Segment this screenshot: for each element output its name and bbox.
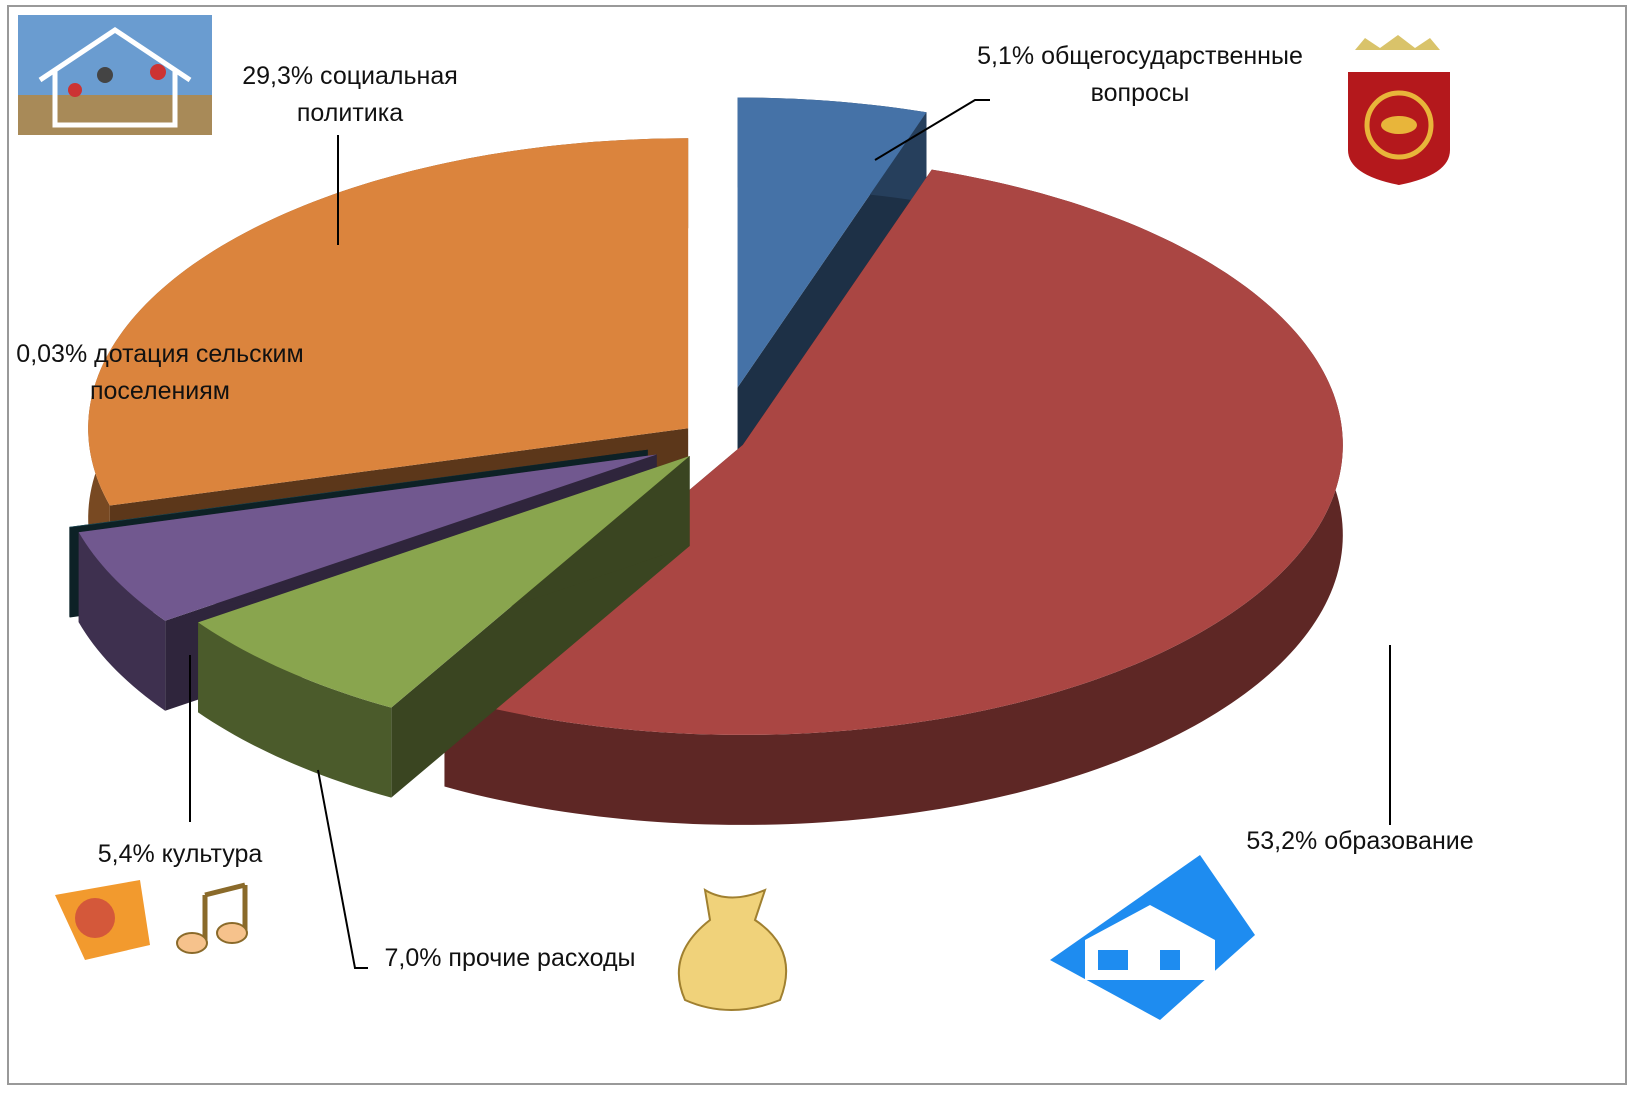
value-label: 5,1% [977, 42, 1035, 70]
data-label: 5,4% культура [50, 836, 310, 873]
label-box: 7,0% прочие расходы [345, 940, 675, 977]
slice [78, 454, 657, 621]
slice [737, 97, 927, 388]
data-label: 7,0% прочие расходы [345, 940, 675, 977]
family-icon [18, 15, 212, 135]
data-label: 53,2% образование [1210, 823, 1510, 860]
slice-side [78, 532, 166, 711]
slice [88, 138, 689, 506]
data-label: 0,03% дотация сельским поселениям [0, 336, 320, 410]
money-bag-icon [677, 888, 788, 1011]
label-box: 5,1% общегосударственные вопросы [975, 38, 1305, 112]
category-label: культура [161, 840, 263, 868]
label-box: 0,03% дотация сельским поселениям [0, 336, 320, 410]
leader-line [874, 99, 990, 161]
coat-of-arms-icon [1348, 35, 1450, 185]
category-label: образование [1324, 827, 1474, 855]
value-label: 7,0% [384, 944, 442, 972]
label-box: 29,3% социальная политика [205, 58, 495, 132]
slice [69, 449, 648, 528]
data-label: 29,3% социальная политика [205, 58, 495, 132]
label-box: 53,2% образование [1210, 823, 1510, 860]
category-label: дотация сельским поселениям [89, 340, 304, 405]
data-label: 5,1% общегосударственные вопросы [975, 38, 1305, 112]
category-label: прочие расходы [448, 944, 636, 972]
label-box: 5,4% культура [50, 836, 310, 873]
slice-side [444, 169, 1343, 825]
category-label: социальная политика [296, 62, 458, 127]
school-icon [1050, 855, 1255, 1020]
culture-icon [55, 880, 248, 960]
slice [444, 169, 1343, 735]
category-label: общегосударственные вопросы [1041, 42, 1303, 107]
leader-line [317, 769, 368, 969]
value-label: 53,2% [1246, 827, 1318, 855]
slice [198, 456, 690, 708]
value-label: 0,03% [16, 340, 88, 368]
value-label: 5,4% [97, 840, 155, 868]
slice-side [198, 622, 392, 798]
value-label: 29,3% [242, 62, 314, 90]
